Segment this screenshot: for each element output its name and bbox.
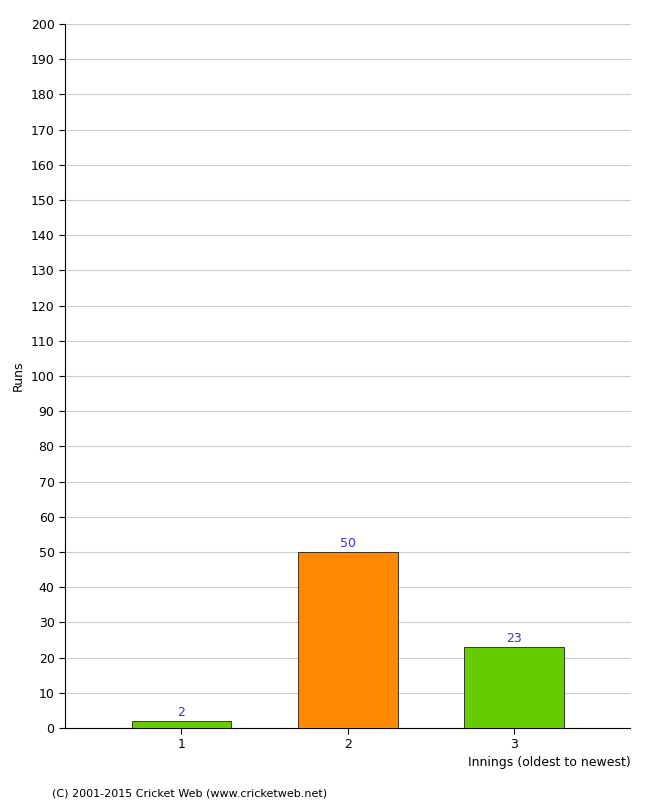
Bar xyxy=(298,552,398,728)
Text: 2: 2 xyxy=(177,706,185,719)
Text: 23: 23 xyxy=(506,632,522,646)
Bar xyxy=(464,647,564,728)
Text: Innings (oldest to newest): Innings (oldest to newest) xyxy=(468,756,630,769)
Text: (C) 2001-2015 Cricket Web (www.cricketweb.net): (C) 2001-2015 Cricket Web (www.cricketwe… xyxy=(52,788,327,798)
Text: 50: 50 xyxy=(340,538,356,550)
Bar xyxy=(131,721,231,728)
Y-axis label: Runs: Runs xyxy=(12,361,25,391)
